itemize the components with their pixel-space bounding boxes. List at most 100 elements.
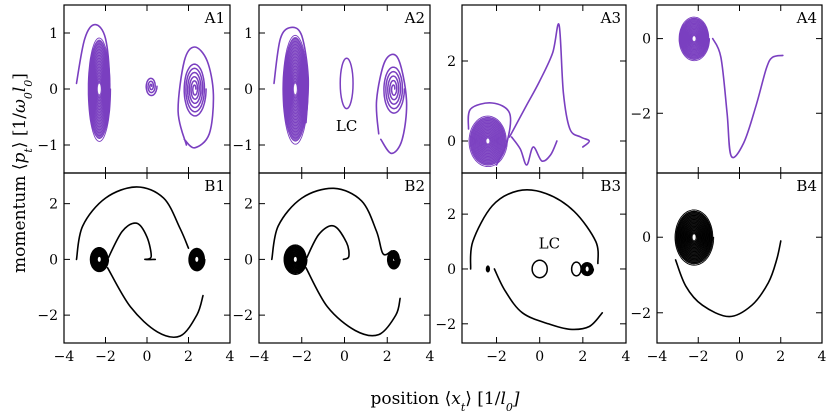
y-tick-label: −2: [630, 306, 651, 322]
point-attractor: [485, 265, 491, 273]
panel-label: A3: [600, 9, 621, 27]
y-tick-label: 0: [642, 32, 651, 48]
y-tick-label: 1: [49, 26, 58, 42]
fixed-point-center: [293, 256, 297, 262]
x-tick-label: 4: [426, 349, 435, 365]
panel-label: B4: [796, 177, 817, 195]
trajectory-path: [271, 187, 393, 261]
x-tick-label: −2: [95, 349, 116, 365]
x-tick-label: 4: [226, 349, 235, 365]
y-tick-label: −1: [37, 138, 58, 154]
panel-frame: [461, 172, 627, 344]
y-tick-label: 0: [244, 82, 253, 98]
y-axis-label: momentum ⟨pt⟩ [1/ω0l0]: [10, 73, 35, 273]
y-tick-label: −2: [232, 308, 253, 324]
panel-label: A2: [404, 9, 425, 27]
trajectory-path2: [305, 224, 350, 261]
plot-area: [273, 26, 408, 155]
y-tick-label: 0: [642, 230, 651, 246]
spiral-trajectory: [468, 115, 508, 168]
x-tick-label: 2: [578, 349, 587, 365]
y-tick-label: 0: [244, 252, 253, 268]
spiral-trajectory: [383, 66, 406, 114]
trajectory-path: [75, 23, 111, 124]
x-tick-label: −2: [688, 349, 709, 365]
panel-b1: −2 0 2 −4 −2 0 2 4 B1: [37, 172, 235, 365]
trajectory-path3: [510, 136, 558, 166]
trajectory-path2: [106, 222, 157, 261]
spiral-trajectory: [87, 37, 112, 142]
trajectory-path: [469, 189, 599, 270]
fixed-point-center: [97, 83, 101, 95]
trajectory-path2: [493, 268, 604, 331]
spiral-trajectory: [674, 209, 715, 266]
x-tick-label: −2: [486, 349, 507, 365]
panel-b4: −2 0 −4 −2 0 2 4 B4: [630, 172, 827, 365]
x-tick-label: 4: [818, 349, 827, 365]
spiral-trajectory: [386, 249, 401, 270]
panel-a2: −1 0 1 A2 LC: [232, 4, 431, 174]
y-tick-label: 0: [49, 252, 58, 268]
trajectory-path: [273, 26, 310, 124]
limit-cycle-annotation: LC: [539, 234, 560, 252]
limit-cycle-loop: [339, 57, 354, 110]
x-tick-label: −2: [291, 349, 312, 365]
spiral-trajectory: [89, 246, 110, 273]
panel-a1: −1 0 1 A1: [37, 4, 231, 174]
x-tick-label: −4: [54, 349, 75, 365]
fixed-point-center: [97, 256, 101, 262]
fixed-point-center: [195, 256, 199, 262]
fixed-point-center: [293, 83, 297, 95]
trajectory-path3: [305, 267, 401, 337]
limit-cycle-loop: [531, 259, 548, 279]
trajectory-path3: [106, 267, 204, 339]
panel-a4: −2 0 A4: [630, 4, 823, 174]
y-tick-label: −2: [37, 308, 58, 324]
x-tick-label: 2: [184, 349, 193, 365]
y-tick-label: 0: [447, 262, 456, 278]
spiral-trajectory: [188, 247, 206, 272]
x-tick-label: 0: [735, 349, 744, 365]
panel-label: A1: [204, 9, 225, 27]
fixed-point-center: [692, 234, 696, 241]
plot-area: [469, 189, 604, 331]
fixed-point-center: [486, 138, 490, 144]
x-tick-label: 0: [535, 349, 544, 365]
trajectory-path2: [375, 53, 408, 155]
x-tick-label: 2: [776, 349, 785, 365]
plot-area: [271, 187, 401, 337]
y-tick-label: −1: [232, 138, 253, 154]
x-tick-label: −4: [249, 349, 270, 365]
limit-cycle-annotation: LC: [336, 117, 357, 135]
fixed-point-center: [585, 266, 589, 272]
y-tick-label: 0: [49, 82, 58, 98]
fixed-point-center: [692, 36, 696, 42]
y-tick-label: 2: [49, 197, 58, 213]
y-tick-label: −2: [435, 317, 456, 333]
panel-label: B1: [204, 177, 225, 195]
x-tick-label: −4: [647, 349, 668, 365]
panels-layer: −1 0 1 A1 −1 0 1 A2 LC 0 2 A3 −2 0 A4 −2 0 2 −4 −2 0 2 4 B1 −2 0 2…: [37, 4, 827, 365]
y-tick-label: 2: [447, 54, 456, 70]
panel-b3: −2 0 2 −2 0 2 4 B3 LC: [435, 172, 631, 365]
limit-cycle-loop: [570, 261, 582, 277]
plot-area: [678, 16, 784, 159]
x-tick-label: 0: [143, 349, 152, 365]
spiral-trajectory: [145, 77, 158, 97]
panel-label: B3: [600, 177, 621, 195]
trajectory-path: [711, 37, 784, 159]
panel-label: B2: [404, 177, 425, 195]
trajectory-path: [674, 240, 782, 318]
y-tick-label: 2: [244, 197, 253, 213]
y-tick-label: 2: [447, 207, 456, 223]
y-tick-label: 0: [447, 134, 456, 150]
x-tick-label: 0: [340, 349, 349, 365]
trajectory-path2: [508, 23, 591, 148]
plot-area: [75, 23, 215, 149]
y-tick-label: −2: [630, 106, 651, 122]
panel-b2: −2 0 2 −4 −2 0 2 4 B2: [232, 172, 435, 365]
trajectory-path2: [177, 46, 215, 149]
x-axis-label: position ⟨xt⟩ [1/l0]: [370, 389, 519, 414]
x-tick-label: 4: [622, 349, 631, 365]
